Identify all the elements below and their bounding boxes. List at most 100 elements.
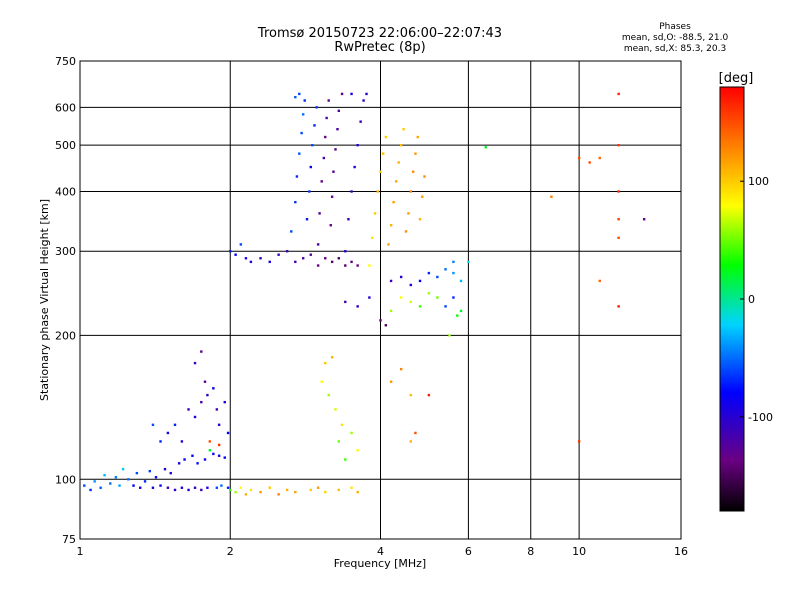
data-point <box>151 423 155 427</box>
data-point <box>316 486 320 489</box>
data-point <box>427 393 431 397</box>
data-point <box>577 156 581 160</box>
data-point <box>452 271 455 275</box>
data-point <box>452 296 455 299</box>
data-point <box>301 257 305 260</box>
data-point <box>217 454 221 457</box>
data-point <box>229 250 232 253</box>
data-point <box>359 120 362 123</box>
data-point <box>316 264 320 267</box>
data-point <box>407 212 410 215</box>
data-point <box>399 296 403 299</box>
data-point <box>329 224 332 227</box>
data-point <box>187 408 190 411</box>
data-point <box>249 488 253 492</box>
data-point <box>313 124 316 127</box>
data-point <box>244 493 248 496</box>
y-tick-label: 300 <box>55 245 76 258</box>
data-point <box>642 218 646 221</box>
x-tick-label: 4 <box>377 545 384 558</box>
data-points <box>83 92 646 496</box>
data-point <box>132 484 135 487</box>
data-point <box>109 482 112 485</box>
plot-frame <box>79 60 682 540</box>
data-point <box>362 99 365 102</box>
data-point <box>215 408 219 411</box>
data-point <box>418 279 422 283</box>
data-point <box>404 230 408 233</box>
data-point <box>418 305 422 308</box>
y-tick-label: 750 <box>55 55 76 68</box>
data-point <box>330 356 334 359</box>
data-point <box>577 440 581 443</box>
data-point <box>389 309 393 313</box>
data-point <box>163 467 167 471</box>
data-point <box>259 490 262 494</box>
x-tick-label: 1 <box>77 545 84 558</box>
data-point <box>389 279 393 283</box>
data-point <box>103 473 106 477</box>
data-point <box>226 431 230 435</box>
data-point <box>193 361 197 365</box>
data-point <box>337 257 341 260</box>
data-point <box>200 400 203 404</box>
data-point <box>330 260 334 264</box>
data-point <box>337 109 341 113</box>
data-point <box>409 283 412 287</box>
data-point <box>324 490 327 494</box>
data-point <box>409 300 412 304</box>
data-point <box>327 99 330 102</box>
data-point <box>427 292 431 295</box>
data-point <box>459 309 463 313</box>
y-tick-label: 500 <box>55 139 76 152</box>
phase-stats-x: mean, sd,X: 85.3, 20.3 <box>623 44 727 54</box>
data-point <box>418 218 422 221</box>
data-point <box>148 469 152 473</box>
colorbar-tick-label: -100 <box>748 411 773 424</box>
data-point <box>598 279 601 283</box>
data-point <box>414 152 417 155</box>
data-point <box>177 462 181 465</box>
data-point <box>191 454 194 457</box>
data-point <box>484 146 487 149</box>
data-point <box>330 195 334 198</box>
data-point <box>83 484 86 487</box>
data-point <box>347 218 350 221</box>
data-point <box>208 440 212 443</box>
data-point <box>212 452 215 456</box>
data-point <box>456 314 459 317</box>
data-point <box>203 458 207 461</box>
data-point <box>234 253 237 256</box>
data-point <box>187 488 190 492</box>
data-point <box>259 257 262 260</box>
data-point <box>617 190 620 193</box>
data-point <box>295 175 299 178</box>
data-point <box>550 195 553 198</box>
data-point <box>356 143 359 147</box>
data-point <box>399 143 403 147</box>
data-point <box>444 305 447 308</box>
data-point <box>320 180 323 183</box>
data-point <box>309 488 312 492</box>
data-point <box>294 490 297 494</box>
data-point <box>285 250 289 253</box>
data-point <box>208 449 212 452</box>
x-tick-label: 6 <box>465 545 472 558</box>
x-axis-label: Frequency [MHz] <box>334 557 426 570</box>
data-point <box>356 449 359 452</box>
data-point <box>394 180 398 183</box>
data-point <box>290 230 293 233</box>
data-point <box>325 116 328 120</box>
data-point <box>277 253 280 256</box>
chart-subtitle: RwPretec (8p) <box>334 40 426 55</box>
data-point <box>387 243 390 246</box>
phase-stats-o: mean, sd,O: -88.5, 21.0 <box>621 33 729 43</box>
data-point <box>294 260 297 264</box>
data-point <box>324 257 327 260</box>
data-point <box>196 462 199 465</box>
data-point <box>617 143 620 147</box>
data-point <box>421 195 424 198</box>
data-point <box>217 423 221 427</box>
data-point <box>444 268 447 271</box>
data-point <box>379 319 382 322</box>
